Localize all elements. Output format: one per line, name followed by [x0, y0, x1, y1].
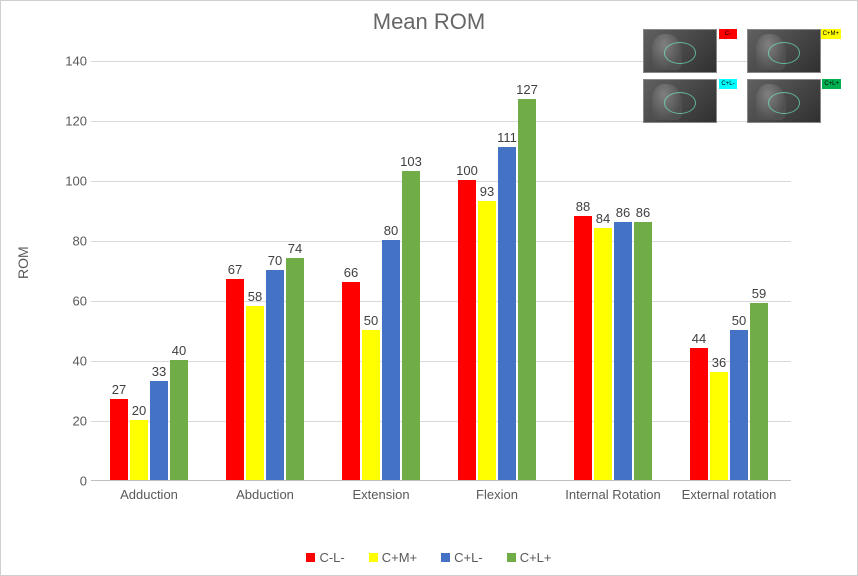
- bar-value-label: 86: [628, 205, 658, 220]
- y-axis-label: ROM: [15, 246, 31, 279]
- y-tick-label: 140: [51, 54, 87, 69]
- bar: [362, 330, 380, 480]
- legend: C-L- C+M+ C+L- C+L+: [1, 550, 857, 565]
- bar: [342, 282, 360, 480]
- x-tick-label: Adduction: [91, 487, 207, 502]
- y-tick-label: 20: [51, 414, 87, 429]
- bar: [150, 381, 168, 480]
- bar: [594, 228, 612, 480]
- thumbnail: C+L-: [643, 79, 737, 123]
- thumbnail-tag: C+M+: [821, 29, 841, 39]
- y-tick-label: 100: [51, 174, 87, 189]
- gridline: [91, 301, 791, 302]
- thumbnail-image: [643, 79, 717, 123]
- thumbnail: C+M+: [747, 29, 841, 73]
- legend-swatch: [507, 553, 516, 562]
- gridline: [91, 241, 791, 242]
- x-tick-label: Extension: [323, 487, 439, 502]
- bar: [266, 270, 284, 480]
- y-tick-label: 60: [51, 294, 87, 309]
- legend-swatch: [441, 553, 450, 562]
- bar-value-label: 44: [684, 331, 714, 346]
- bar: [518, 99, 536, 480]
- bar-value-label: 66: [336, 265, 366, 280]
- bar: [170, 360, 188, 480]
- gridline: [91, 421, 791, 422]
- legend-swatch: [306, 553, 315, 562]
- bar: [458, 180, 476, 480]
- legend-label: C-L-: [319, 550, 344, 565]
- y-tick-label: 0: [51, 474, 87, 489]
- bar-value-label: 100: [452, 163, 482, 178]
- thumbnail: C-: [643, 29, 737, 73]
- thumbnail-panel: C- C+M+ C+L- C+L+: [643, 29, 841, 123]
- bar: [130, 420, 148, 480]
- plot-area: 2720334067587074665080103100931111278884…: [91, 61, 791, 481]
- bar: [730, 330, 748, 480]
- x-tick-label: Abduction: [207, 487, 323, 502]
- bar: [402, 171, 420, 480]
- bar-value-label: 40: [164, 343, 194, 358]
- legend-item: C+L-: [441, 550, 483, 565]
- x-tick-label: Flexion: [439, 487, 555, 502]
- bar: [286, 258, 304, 480]
- legend-label: C+M+: [382, 550, 417, 565]
- x-tick-label: Internal Rotation: [555, 487, 671, 502]
- bar: [634, 222, 652, 480]
- gridline: [91, 181, 791, 182]
- y-tick-label: 80: [51, 234, 87, 249]
- thumbnail-image: [747, 29, 821, 73]
- bar: [614, 222, 632, 480]
- bar-value-label: 67: [220, 262, 250, 277]
- legend-item: C+L+: [507, 550, 552, 565]
- bar-value-label: 59: [744, 286, 774, 301]
- legend-item: C+M+: [369, 550, 417, 565]
- bar-value-label: 127: [512, 82, 542, 97]
- thumbnail: C+L+: [747, 79, 841, 123]
- bar-value-label: 103: [396, 154, 426, 169]
- legend-label: C+L+: [520, 550, 552, 565]
- gridline: [91, 361, 791, 362]
- bar-value-label: 27: [104, 382, 134, 397]
- bar: [382, 240, 400, 480]
- thumbnail-image: [747, 79, 821, 123]
- bar: [710, 372, 728, 480]
- thumbnail-tag: C+L+: [822, 79, 841, 89]
- bar: [226, 279, 244, 480]
- thumbnail-tag: C+L-: [719, 79, 737, 89]
- bar: [478, 201, 496, 480]
- bar-value-label: 74: [280, 241, 310, 256]
- legend-swatch: [369, 553, 378, 562]
- legend-label: C+L-: [454, 550, 483, 565]
- y-tick-label: 40: [51, 354, 87, 369]
- bar: [498, 147, 516, 480]
- x-tick-label: External rotation: [671, 487, 787, 502]
- thumbnail-tag: C-: [719, 29, 737, 39]
- legend-item: C-L-: [306, 550, 344, 565]
- bar: [246, 306, 264, 480]
- thumbnail-image: [643, 29, 717, 73]
- bar: [574, 216, 592, 480]
- bar: [750, 303, 768, 480]
- y-tick-label: 120: [51, 114, 87, 129]
